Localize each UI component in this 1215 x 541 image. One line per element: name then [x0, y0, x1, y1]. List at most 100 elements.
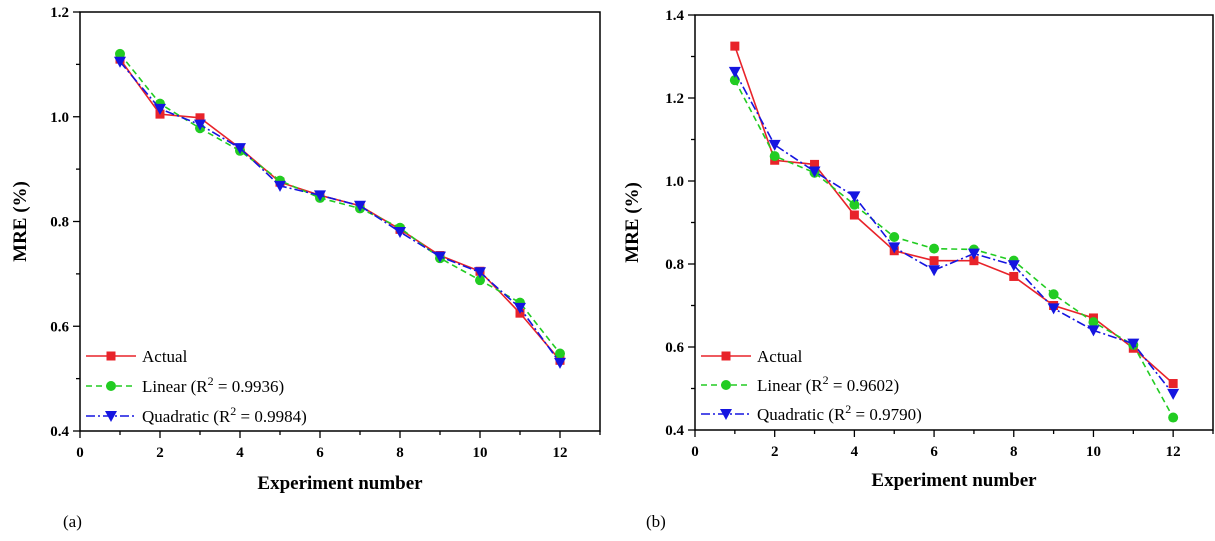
chart-b-point-actual: [730, 41, 740, 51]
chart-b-svg: 0 2 4 6 8 10 12 0.4 0.6 0.8 1.0 1.2 1.4 Experiment nu…: [622, 8, 1214, 531]
legend-superscript: 2: [845, 402, 851, 416]
chart-a-x-tick-label: 0: [76, 445, 84, 461]
chart-b-x-tick-label: 12: [1166, 444, 1181, 460]
chart-b-y-tick-label: 0.4: [665, 423, 684, 439]
chart-b-point-quadratic: [1167, 388, 1180, 400]
chart-a-point-quadratic: [274, 180, 286, 192]
chart-a-x-tick-label: 10: [473, 445, 488, 461]
chart-panel-a: 0 2 4 6 8 10 12 0.4 0.6 0.8 1.0 1.2 Experiment numbe…: [10, 5, 601, 531]
legend-r2-value: = 0.9790): [851, 405, 922, 424]
chart-a-point-quadratic: [394, 226, 406, 238]
chart-b-point-linear: [1168, 412, 1179, 423]
legend-r2-value: = 0.9602): [829, 376, 900, 395]
chart-a-svg: 0 2 4 6 8 10 12 0.4 0.6 0.8 1.0 1.2 Experiment numbe…: [10, 5, 601, 531]
chart-b-panel-label: (b): [646, 512, 666, 531]
chart-b-point-actual: [929, 256, 939, 266]
chart-b-series-quadratic-line: [734, 71, 1174, 395]
chart-b-x-tick-label: 10: [1086, 444, 1101, 460]
chart-b-x-tick-label: 6: [930, 444, 938, 460]
chart-b-point-quadratic: [1007, 260, 1020, 272]
chart-b-y-tick-label: 1.2: [665, 91, 684, 107]
chart-b-point-quadratic: [1127, 338, 1140, 350]
chart-a-point-quadratic: [474, 267, 486, 279]
chart-a-y-tick-label: 0.8: [50, 215, 69, 231]
chart-a-point-quadratic: [194, 119, 206, 131]
chart-a-x-tick-label: 6: [316, 445, 324, 461]
chart-a-point-quadratic: [114, 56, 126, 68]
chart-b-legend-label-actual: Actual: [757, 347, 803, 366]
chart-a-point-quadratic: [434, 251, 446, 263]
chart-b-point-actual: [969, 256, 979, 266]
chart-a-legend-marker-linear: [106, 381, 116, 391]
chart-a-x-tick-label: 12: [553, 445, 568, 461]
chart-b-y-axis-title: MRE (%): [622, 182, 643, 263]
chart-a-point-actual: [195, 113, 205, 123]
chart-a-legend-label-quadratic: Quadratic (R2 = 0.9984): [142, 404, 307, 426]
chart-a-legend-marker-quadratic: [105, 411, 117, 422]
chart-a-y-axis-title: MRE (%): [10, 181, 31, 262]
chart-a-plot-frame: [79, 11, 601, 432]
chart-b-point-actual: [1168, 379, 1178, 389]
chart-a-point-linear: [115, 48, 125, 59]
chart-b-point-actual: [1009, 271, 1019, 281]
chart-a-series-linear-line: [119, 53, 561, 354]
chart-a-legend-label-actual: Actual: [142, 347, 188, 366]
chart-a-point-quadratic: [554, 357, 566, 369]
legend-r2-value: = 0.9984): [236, 407, 307, 426]
chart-b-point-quadratic: [1087, 325, 1100, 337]
chart-b-point-linear: [769, 151, 780, 162]
chart-b-x-axis-title: Experiment number: [871, 470, 1037, 491]
legend-superscript: 2: [823, 373, 829, 387]
chart-b-y-tick-label: 1.0: [665, 174, 684, 190]
chart-b-plot-frame: [694, 14, 1214, 431]
chart-b-point-quadratic: [1047, 303, 1060, 315]
chart-b-point-quadratic: [808, 166, 821, 178]
chart-a-point-quadratic: [354, 200, 366, 212]
chart-b-point-linear: [889, 232, 900, 243]
chart-b-legend-marker-quadratic: [720, 409, 732, 420]
legend-superscript: 2: [208, 374, 214, 388]
chart-b-x-tick-label: 8: [1010, 444, 1018, 460]
chart-a-y-tick-label: 0.6: [50, 319, 69, 335]
chart-a-x-tick-label: 4: [236, 445, 244, 461]
chart-b-point-quadratic: [848, 191, 861, 203]
chart-b-point-quadratic: [928, 265, 941, 277]
chart-a-point-linear: [555, 348, 565, 359]
chart-b-point-quadratic: [967, 248, 980, 260]
chart-b-point-linear: [1048, 289, 1059, 300]
chart-a-panel-label: (a): [63, 512, 82, 531]
chart-b-x-tick-label: 0: [691, 444, 699, 460]
chart-b-point-actual: [849, 210, 859, 220]
chart-a-series-actual-line: [119, 58, 561, 361]
chart-a-legend-label-linear: Linear (R2 = 0.9936): [142, 374, 284, 396]
chart-a-point-quadratic: [234, 143, 246, 155]
chart-a-y-tick-label: 1.2: [50, 5, 69, 21]
chart-a-x-tick-label: 8: [396, 445, 404, 461]
chart-b-legend-label-quadratic: Quadratic (R2 = 0.9790): [757, 402, 922, 424]
chart-b-point-linear: [929, 243, 940, 254]
chart-b-legend-marker-linear: [721, 380, 731, 390]
legend-superscript: 2: [230, 404, 236, 418]
chart-a-y-tick-label: 1.0: [50, 110, 69, 126]
chart-b-series-actual-line: [734, 45, 1174, 385]
chart-b-x-tick-label: 2: [771, 444, 779, 460]
chart-b-point-linear: [1088, 317, 1099, 328]
chart-b-x-tick-label: 4: [851, 444, 859, 460]
chart-a-x-tick-label: 2: [156, 445, 164, 461]
chart-b-point-actual: [810, 159, 820, 169]
chart-a-y-tick-label: 0.4: [50, 424, 69, 440]
chart-b-legend-label-linear: Linear (R2 = 0.9602): [757, 373, 899, 395]
chart-a-legend-marker-actual: [106, 351, 116, 361]
legend-r2-value: = 0.9936): [214, 377, 285, 396]
chart-b-point-quadratic: [728, 66, 741, 78]
chart-b-series-linear-line: [734, 79, 1174, 418]
chart-b-y-tick-label: 0.8: [665, 257, 684, 273]
chart-a-point-quadratic: [514, 302, 526, 314]
chart-b-y-tick-label: 1.4: [665, 8, 684, 24]
chart-panel-b: 0 2 4 6 8 10 12 0.4 0.6 0.8 1.0 1.2 1.4 Experiment nu…: [610, 0, 1215, 541]
chart-b-point-linear: [849, 199, 860, 210]
chart-a-point-quadratic: [154, 103, 166, 115]
chart-b-y-tick-label: 0.6: [665, 340, 684, 356]
chart-b-legend-marker-actual: [721, 351, 731, 361]
chart-a-point-linear: [475, 275, 485, 286]
